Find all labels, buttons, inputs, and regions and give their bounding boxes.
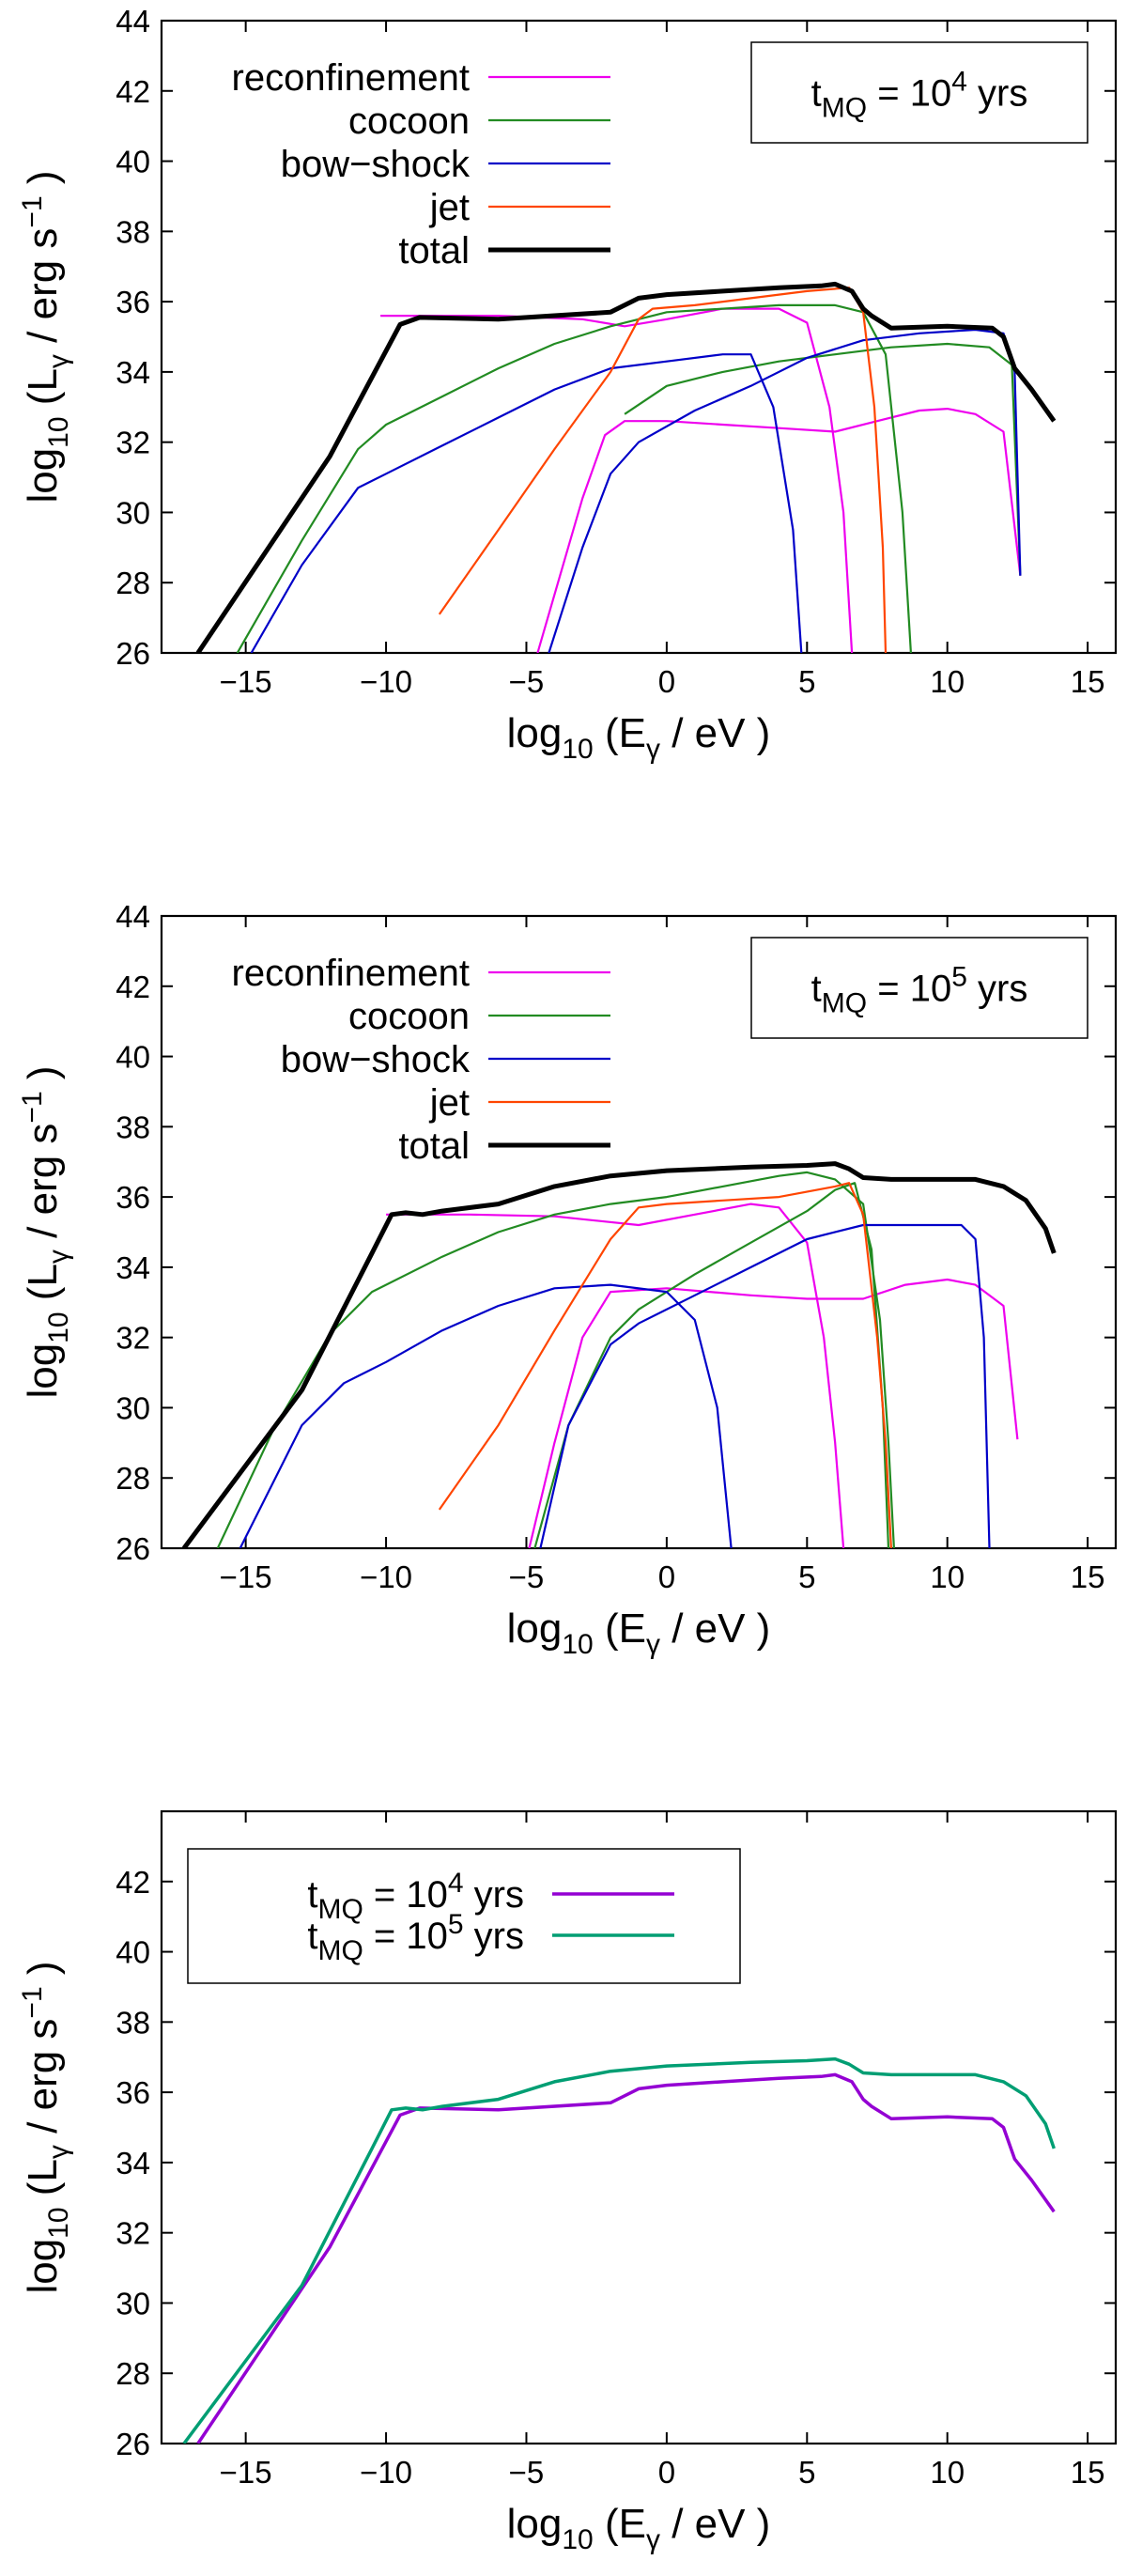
x-axis-label: log10 (Eγ / eV ) (507, 1606, 771, 1660)
x-tick-label: −5 (509, 664, 545, 699)
annotation-box (750, 937, 1088, 1039)
y-tick-label: 30 (116, 2286, 150, 2320)
y-tick-label: 28 (116, 1461, 150, 1496)
y-tick-label: 34 (116, 1250, 150, 1285)
legend-label: bow−shock (281, 144, 471, 185)
y-tick-label: 30 (116, 1390, 150, 1425)
annotation-box (750, 41, 1088, 144)
chart-panel-3: −15 −10 −5 0 5 10 15 26 28 30 32 34 36 38 40 42 log10 (E… (17, 1809, 1118, 2555)
y-tick-label: 34 (116, 2146, 150, 2180)
chart-panel-2: −15 −10 −5 0 5 10 15 26 28 30 32 34 36 38 40 42 44 log10 … (17, 899, 1118, 1660)
x-tick-label: 10 (930, 1560, 965, 1594)
x-tick-label: 0 (658, 1560, 675, 1594)
y-tick-label: 28 (116, 2356, 150, 2391)
legend-label: bow−shock (281, 1039, 471, 1080)
y-tick-label: 26 (116, 636, 150, 671)
series-line-t-mq-10-5-yrs-1 (182, 2056, 1056, 2444)
x-tick-label: 10 (930, 2455, 965, 2490)
legend-label: jet (429, 1082, 470, 1124)
annotation-text: tMQ = 104 yrs (811, 67, 1028, 124)
legend-label: jet (429, 187, 470, 228)
x-tick-label: 15 (1071, 2455, 1105, 2490)
x-tick-label: 0 (658, 664, 675, 699)
y-tick-label: 44 (116, 899, 150, 934)
chart-panel-1: −15 −10 −5 0 5 10 15 26 28 30 32 34 36 38 40 42 44 log10 … (17, 4, 1118, 765)
y-tick-label: 38 (116, 214, 150, 249)
x-axis-label: log10 (Eγ / eV ) (507, 710, 771, 765)
legend-label: cocoon (348, 996, 470, 1037)
x-tick-label: −5 (509, 2455, 545, 2490)
x-tick-label: −15 (220, 2455, 272, 2490)
x-tick-label: 10 (930, 664, 965, 699)
annotation-text: tMQ = 105 yrs (811, 962, 1028, 1019)
y-tick-label: 32 (116, 426, 150, 460)
series-line-cocoon-2 (533, 1182, 890, 1548)
x-tick-label: −5 (509, 1560, 545, 1594)
legend-label: reconfinement (232, 953, 470, 994)
y-tick-label: 42 (116, 1865, 150, 1900)
y-axis-label: log10 (Lγ / erg s−1 ) (17, 1065, 74, 1398)
plot-frame (160, 914, 1118, 1550)
x-tick-label: −10 (360, 2455, 412, 2490)
plot-frame (160, 19, 1118, 655)
series-line-jet-1 (438, 287, 888, 653)
x-tick-label: 5 (798, 664, 815, 699)
y-tick-label: 26 (116, 2427, 150, 2461)
legend-label: tMQ = 105 yrs (307, 1909, 524, 1966)
series-line-bow-shock-2 (539, 1223, 991, 1548)
y-tick-label: 40 (116, 1040, 150, 1075)
x-tick-label: 5 (798, 1560, 815, 1594)
series-line-total-1 (195, 281, 1057, 653)
y-tick-label: 42 (116, 74, 150, 109)
legend-box (187, 1848, 741, 1984)
series-line-t-mq-10-4-yrs-1 (196, 2072, 1056, 2444)
legend-label: total (398, 1125, 470, 1167)
y-tick-label: 32 (116, 2216, 150, 2251)
series-line-cocoon-2 (624, 342, 1022, 576)
y-tick-label: 36 (116, 2075, 150, 2110)
y-tick-label: 42 (116, 970, 150, 1004)
y-tick-label: 38 (116, 1110, 150, 1144)
legend-label: total (398, 230, 470, 272)
x-tick-label: 0 (658, 2455, 675, 2490)
y-tick-label: 30 (116, 495, 150, 530)
plot-area (181, 1161, 1057, 1548)
x-tick-label: 5 (798, 2455, 815, 2490)
x-tick-label: 15 (1071, 1560, 1105, 1594)
legend-label: reconfinement (232, 57, 470, 99)
y-tick-label: 36 (116, 1180, 150, 1215)
plot-frame (160, 1809, 1118, 2445)
legend-label: cocoon (348, 101, 470, 142)
series-line-reconfinement-1 (536, 408, 1022, 653)
x-tick-label: −15 (220, 1560, 272, 1594)
series-line-bow-shock-2 (548, 328, 1022, 653)
plot-area (195, 281, 1057, 653)
y-tick-label: 26 (116, 1531, 150, 1566)
x-tick-label: −10 (360, 664, 412, 699)
x-tick-label: −15 (220, 664, 272, 699)
y-tick-label: 38 (116, 2005, 150, 2040)
series-line-bow-shock-1 (239, 1283, 733, 1548)
series-line-total-1 (181, 1161, 1057, 1548)
y-tick-label: 32 (116, 1321, 150, 1356)
series-line-reconfinement-1 (386, 1203, 845, 1548)
legend-label: tMQ = 104 yrs (307, 1868, 524, 1925)
x-tick-label: −10 (360, 1560, 412, 1594)
y-tick-label: 40 (116, 1935, 150, 1970)
y-tick-label: 36 (116, 285, 150, 319)
y-tick-label: 44 (116, 4, 150, 39)
x-tick-label: 15 (1071, 664, 1105, 699)
y-tick-label: 40 (116, 145, 150, 179)
plot-area (182, 2056, 1056, 2444)
x-axis-label: log10 (Eγ / eV ) (507, 2501, 771, 2555)
series-line-jet-1 (438, 1182, 892, 1548)
series-line-bow-shock-1 (250, 353, 803, 653)
y-axis-label: log10 (Lγ / erg s−1 ) (17, 1961, 74, 2293)
y-tick-label: 34 (116, 355, 150, 390)
y-axis-label: log10 (Lγ / erg s−1 ) (17, 170, 74, 503)
y-tick-label: 28 (116, 566, 150, 600)
series-line-reconfinement-2 (528, 1278, 1019, 1548)
